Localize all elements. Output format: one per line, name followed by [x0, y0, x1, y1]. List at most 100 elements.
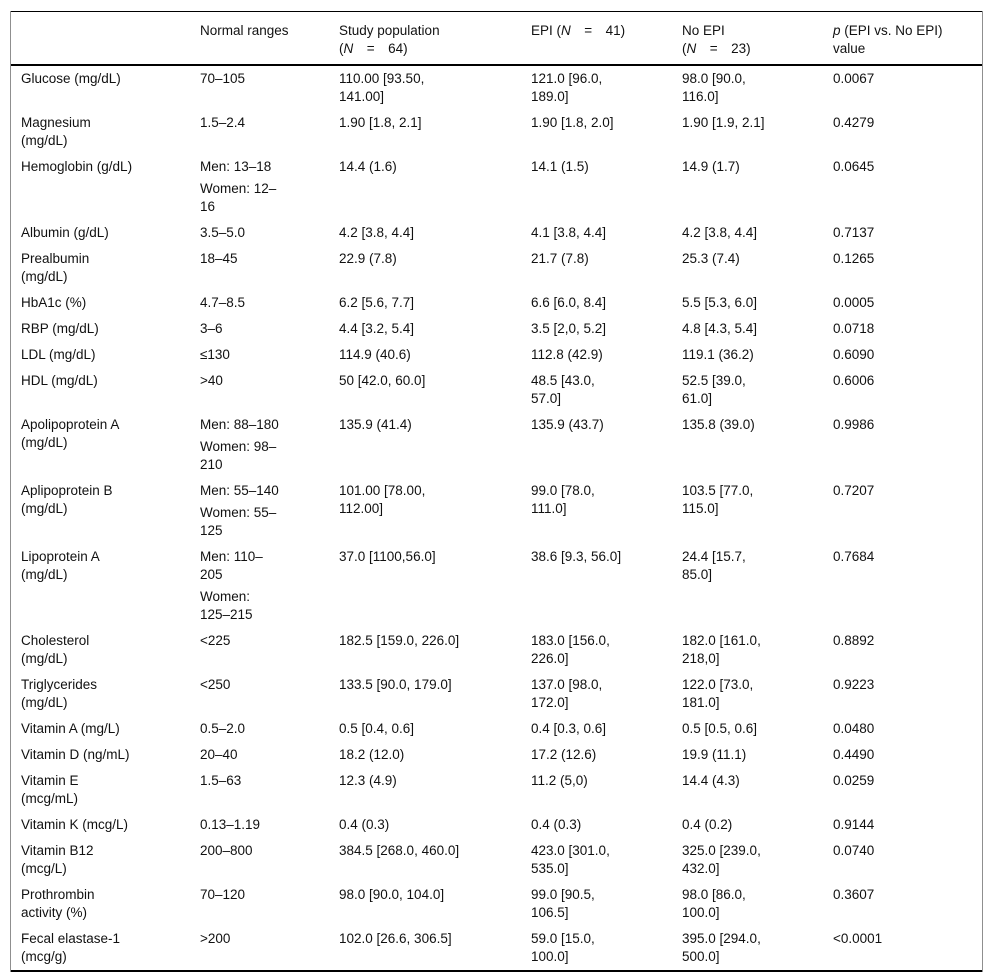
- cell-p-value: 0.0259: [833, 768, 982, 812]
- cell-p-value: 0.4279: [833, 110, 982, 154]
- row-label: HDL (mg/dL): [11, 368, 200, 412]
- header-line: Normal ranges: [200, 23, 289, 38]
- cell-paragraph: 0.4490: [833, 747, 875, 762]
- cell-paragraph: 0.0645: [833, 159, 875, 174]
- row-label: Cholesterol (mg/dL): [11, 628, 200, 672]
- cell-paragraph: 0.8892: [833, 633, 875, 648]
- cell-p-value: 0.7137: [833, 220, 982, 246]
- cell-paragraph: 103.5 [77.0, 115.0]: [682, 483, 754, 516]
- cell-normal-range: <250: [200, 672, 339, 716]
- cell-study-population: 135.9 (41.4): [339, 412, 531, 478]
- cell-no-epi: 395.0 [294.0, 500.0]: [682, 926, 833, 972]
- table-row: Hemoglobin (g/dL) Men: 13–18 Women: 12– 16 1…: [11, 154, 982, 220]
- cell-epi: 38.6 [9.3, 56.0]: [531, 544, 682, 628]
- cell-paragraph: 133.5 [90.0, 179.0]: [339, 677, 452, 692]
- cell-epi: 99.0 [78.0, 111.0]: [531, 478, 682, 544]
- column-header-epi: EPI (N = 41): [531, 11, 682, 66]
- cell-p-value: 0.0740: [833, 838, 982, 882]
- table-row: Magnesium (mg/dL) 1.5–2.4 1.90 [1.8, 2.1] 1.…: [11, 110, 982, 154]
- cell-paragraph: 11.2 (5,0): [531, 773, 588, 788]
- row-label: HbA1c (%): [11, 290, 200, 316]
- cell-paragraph: Vitamin B12 (mcg/L): [21, 843, 94, 876]
- cell-paragraph: 0.0005: [833, 295, 875, 310]
- lab-results-table-frame: Normal ranges Study population (N = 64) EPI…: [10, 11, 983, 972]
- row-label: Vitamin A (mg/L): [11, 716, 200, 742]
- column-header-parameter: [11, 11, 200, 66]
- cell-paragraph: 17.2 (12.6): [531, 747, 597, 762]
- cell-normal-range: 4.7–8.5: [200, 290, 339, 316]
- cell-no-epi: 0.4 (0.2): [682, 812, 833, 838]
- cell-paragraph: 0.4279: [833, 115, 875, 130]
- cell-paragraph: 0.4 [0.3, 0.6]: [531, 721, 607, 736]
- cell-paragraph: 0.9223: [833, 677, 875, 692]
- cell-paragraph: Prothrombin activity (%): [21, 887, 95, 920]
- cell-paragraph: 99.0 [90.5, 106.5]: [531, 887, 595, 920]
- cell-no-epi: 14.9 (1.7): [682, 154, 833, 220]
- cell-study-population: 98.0 [90.0, 104.0]: [339, 882, 531, 926]
- header-line: p (EPI vs. No EPI): [833, 23, 943, 38]
- cell-paragraph: 48.5 [43.0, 57.0]: [531, 373, 595, 406]
- table-row: RBP (mg/dL) 3–6 4.4 [3.2, 5.4] 3.5 [2,0, 5.…: [11, 316, 982, 342]
- cell-paragraph: Women: 55– 125: [200, 505, 277, 538]
- cell-paragraph: Men: 13–18: [200, 159, 272, 174]
- cell-paragraph: 1.5–2.4: [200, 115, 246, 130]
- cell-normal-range: 0.5–2.0: [200, 716, 339, 742]
- cell-p-value: 0.9986: [833, 412, 982, 478]
- cell-paragraph: 0.3607: [833, 887, 875, 902]
- header-line: (N = 64): [339, 41, 408, 56]
- table-row: Aplipoprotein B (mg/dL) Men: 55–140 Women: …: [11, 478, 982, 544]
- cell-paragraph: 5.5 [5.3, 6.0]: [682, 295, 758, 310]
- cell-no-epi: 0.5 [0.5, 0.6]: [682, 716, 833, 742]
- cell-paragraph: Men: 110– 205: [200, 549, 263, 582]
- cell-study-population: 18.2 (12.0): [339, 742, 531, 768]
- cell-normal-range: >200: [200, 926, 339, 972]
- cell-paragraph: Triglycerides (mg/dL): [21, 677, 98, 710]
- cell-paragraph: 1.90 [1.8, 2.0]: [531, 115, 614, 130]
- cell-paragraph: Magnesium (mg/dL): [21, 115, 91, 148]
- cell-paragraph: 0.5–2.0: [200, 721, 246, 736]
- cell-paragraph: 70–105: [200, 71, 246, 86]
- cell-paragraph: 0.0067: [833, 71, 875, 86]
- cell-no-epi: 182.0 [161.0, 218,0]: [682, 628, 833, 672]
- cell-epi: 59.0 [15.0, 100.0]: [531, 926, 682, 972]
- cell-paragraph: 0.5 [0.5, 0.6]: [682, 721, 758, 736]
- cell-paragraph: 3.5 [2,0, 5.2]: [531, 321, 607, 336]
- cell-paragraph: 98.0 [86.0, 100.0]: [682, 887, 746, 920]
- cell-p-value: 0.1265: [833, 246, 982, 290]
- cell-study-population: 114.9 (40.6): [339, 342, 531, 368]
- cell-paragraph: 37.0 [1100,56.0]: [339, 549, 436, 564]
- cell-paragraph: 182.5 [159.0, 226.0]: [339, 633, 460, 648]
- cell-study-population: 101.00 [78.00, 112.00]: [339, 478, 531, 544]
- table-row: Fecal elastase-1 (mcg/g) >200 102.0 [26.6, …: [11, 926, 982, 972]
- cell-paragraph: RBP (mg/dL): [21, 321, 99, 336]
- table-row: Vitamin A (mg/L) 0.5–2.0 0.5 [0.4, 0.6] 0.4…: [11, 716, 982, 742]
- row-label: Apolipoprotein A (mg/dL): [11, 412, 200, 478]
- cell-paragraph: Glucose (mg/dL): [21, 71, 121, 86]
- cell-p-value: 0.6006: [833, 368, 982, 412]
- table-row: Apolipoprotein A (mg/dL) Men: 88–180 Women:…: [11, 412, 982, 478]
- row-label: Hemoglobin (g/dL): [11, 154, 200, 220]
- cell-paragraph: 0.4 (0.3): [339, 817, 390, 832]
- cell-paragraph: 14.9 (1.7): [682, 159, 740, 174]
- cell-paragraph: 4.1 [3.8, 4.4]: [531, 225, 607, 240]
- cell-paragraph: Women: 125–215: [200, 589, 253, 622]
- row-label: LDL (mg/dL): [11, 342, 200, 368]
- table-row: Prothrombin activity (%) 70–120 98.0 [90.0,…: [11, 882, 982, 926]
- row-label: Prothrombin activity (%): [11, 882, 200, 926]
- row-label: Vitamin B12 (mcg/L): [11, 838, 200, 882]
- cell-paragraph: 3–6: [200, 321, 223, 336]
- cell-epi: 6.6 [6.0, 8.4]: [531, 290, 682, 316]
- cell-paragraph: 121.0 [96.0, 189.0]: [531, 71, 603, 104]
- cell-normal-range: 70–120: [200, 882, 339, 926]
- cell-paragraph: 98.0 [90.0, 104.0]: [339, 887, 445, 902]
- cell-epi: 14.1 (1.5): [531, 154, 682, 220]
- cell-paragraph: 6.2 [5.6, 7.7]: [339, 295, 415, 310]
- cell-paragraph: 0.0718: [833, 321, 875, 336]
- cell-paragraph: 38.6 [9.3, 56.0]: [531, 549, 622, 564]
- cell-epi: 48.5 [43.0, 57.0]: [531, 368, 682, 412]
- cell-p-value: 0.7207: [833, 478, 982, 544]
- cell-epi: 0.4 (0.3): [531, 812, 682, 838]
- cell-paragraph: Vitamin K (mcg/L): [21, 817, 129, 832]
- cell-paragraph: 14.4 (1.6): [339, 159, 397, 174]
- table-row: HDL (mg/dL) >40 50 [42.0, 60.0] 48.5 [43.0,…: [11, 368, 982, 412]
